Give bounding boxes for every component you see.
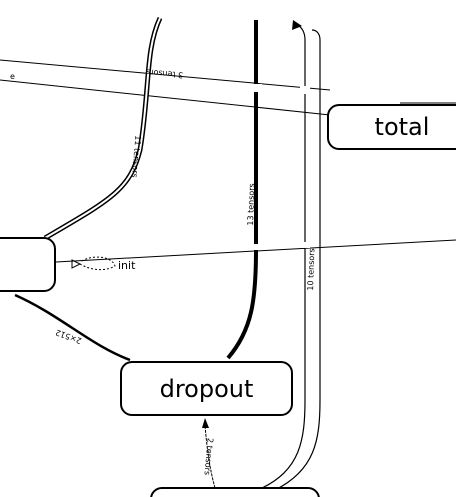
arrowhead-icon (292, 20, 302, 30)
edge-three-tensors[interactable] (0, 59, 331, 91)
edge-ten-tensors[interactable] (261, 23, 306, 489)
total-node[interactable]: total (327, 104, 456, 150)
dropout-node-label: dropout (159, 374, 254, 403)
edge-two-by-512[interactable] (14, 293, 131, 362)
init-arrow-icon (71, 259, 82, 269)
left-node[interactable] (0, 237, 56, 292)
bottom-node[interactable] (150, 487, 320, 497)
thirteen-tensors-label: 13 tensors (245, 183, 257, 226)
dropout-node[interactable]: dropout (120, 361, 293, 416)
edge-init[interactable] (79, 256, 116, 271)
arrowhead-small-icon (202, 418, 209, 428)
init-label: init (118, 259, 136, 272)
top-left-marker-label: e (10, 72, 15, 81)
total-node-label: total (374, 113, 430, 141)
ten-tensors-label: 10 tensors (305, 248, 317, 291)
edge-top-left-to-total[interactable] (0, 79, 331, 116)
edge-two-tensors[interactable] (204, 424, 216, 489)
edge-thirteen-tensors[interactable] (226, 20, 258, 360)
